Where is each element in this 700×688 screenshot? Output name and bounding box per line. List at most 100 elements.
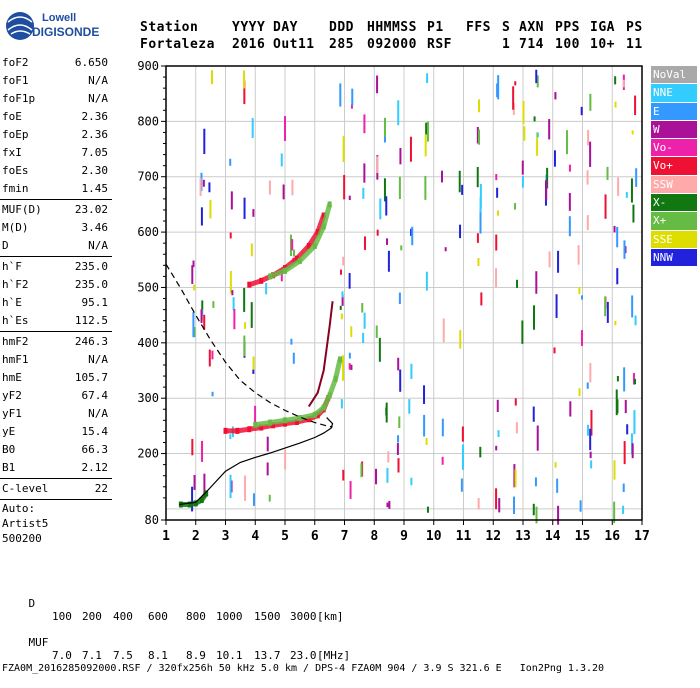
echo-streak (635, 168, 638, 187)
x-tick-label: 11 (456, 529, 472, 544)
header-value: 11 (626, 37, 643, 52)
echo-streak (578, 388, 581, 397)
legend-item: NNW (651, 248, 697, 268)
echo-streak (589, 428, 592, 451)
echo-streak (532, 503, 535, 516)
echo-streak (202, 179, 205, 187)
param-value: 15.4 (81, 425, 109, 438)
echo-streak (580, 295, 583, 300)
echo-streak (589, 93, 592, 111)
x-tick-label: 12 (485, 529, 501, 544)
echo-streak (397, 458, 400, 473)
echo-streak (201, 300, 204, 310)
echo-streak (208, 182, 211, 193)
echo-streak (514, 81, 517, 86)
echo-streak (265, 283, 268, 295)
echo-streak (376, 229, 379, 236)
distance-value: 1500 (254, 610, 281, 623)
echo-streak (536, 132, 539, 156)
echo-streak (399, 147, 402, 165)
param-name: yE (2, 425, 16, 438)
echo-trace (248, 214, 327, 288)
param-name: h`F (2, 260, 22, 273)
echo-streak (515, 422, 518, 434)
echo-streak (397, 100, 400, 126)
echo-streak (590, 409, 593, 436)
header-label: PS (626, 20, 643, 35)
echo-streak (579, 500, 582, 512)
y-tick-label: 700 (137, 170, 159, 184)
logo-text-digisonde: DIGISONDE (32, 25, 100, 39)
distance-value: 1000 (216, 610, 243, 623)
x-tick-label: 17 (634, 529, 650, 544)
echo-streak (613, 501, 616, 524)
echo-streak (536, 425, 539, 451)
distance-value: 400 (113, 610, 133, 623)
echo-streak (341, 291, 344, 298)
echo-streak (568, 192, 571, 211)
param-name: B0 (2, 443, 16, 456)
echo-streak (495, 488, 498, 510)
echo-streak (426, 73, 429, 84)
distance-value: [km] (317, 610, 344, 623)
echo-streak (615, 389, 618, 416)
echo-streak (614, 76, 617, 85)
echo-streak (425, 437, 428, 445)
param-value: N/A (88, 92, 108, 105)
echo-streak (342, 469, 345, 481)
echo-streak (383, 136, 386, 143)
echo-streak (208, 349, 211, 367)
echo-streak (479, 209, 482, 234)
echo-streak (386, 502, 389, 508)
param-name: C-level (2, 482, 49, 495)
param-row: h`E 95.1 (0, 294, 112, 312)
echo-streak (513, 464, 516, 488)
echo-streak (444, 247, 447, 252)
echo-streak (387, 250, 390, 272)
logo-text-lowell: Lowell (42, 12, 77, 24)
echo-streak (363, 163, 366, 183)
echo-streak (535, 506, 538, 524)
echo-streak (232, 297, 235, 311)
echo-streak (341, 295, 344, 306)
echo-streak (291, 239, 294, 251)
echo-streak (606, 166, 609, 180)
echo-streak (622, 79, 625, 88)
param-separator (0, 478, 112, 479)
echo-streak (514, 398, 517, 406)
autoscaling-line: 500200 (2, 532, 42, 545)
echo-streak (408, 399, 411, 414)
echo-streak (193, 284, 196, 291)
distance-value: 200 (82, 610, 102, 623)
echo-streak (614, 101, 617, 108)
echo-streak (362, 332, 365, 344)
echo-streak (397, 357, 400, 371)
echo-streak (479, 183, 482, 209)
echo-streak (252, 356, 255, 370)
echo-streak (410, 477, 413, 486)
echo-streak (229, 158, 232, 166)
echo-streak (478, 99, 481, 113)
echo-streak (633, 410, 636, 435)
echo-streak (386, 238, 389, 245)
x-tick-label: 6 (311, 529, 319, 544)
echo-streak (243, 197, 246, 219)
echo-streak (293, 249, 296, 257)
echo-streak (442, 318, 445, 343)
echo-streak (589, 451, 592, 459)
echo-streak (388, 500, 391, 509)
echo-streak (536, 132, 539, 138)
echo-streak (375, 325, 378, 338)
echo-streak (498, 498, 501, 513)
header-value: 1 (502, 37, 511, 52)
echo-streak (349, 481, 352, 499)
echo-streak (348, 195, 351, 200)
legend-item: X+ (651, 212, 697, 231)
echo-streak (523, 126, 526, 141)
echo-streak (556, 478, 559, 493)
echo-streak (477, 258, 480, 267)
echo-streak (622, 483, 625, 492)
param-value: 6.650 (74, 56, 108, 69)
muf-value: 8.1 (148, 649, 168, 662)
param-row: h`F2 235.0 (0, 276, 112, 294)
